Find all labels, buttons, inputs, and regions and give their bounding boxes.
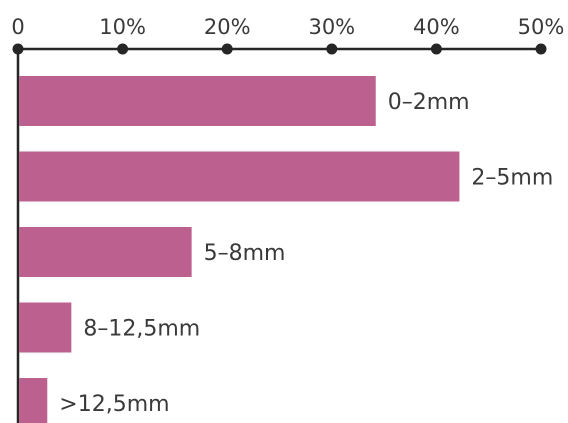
x-tick-label: 10% bbox=[99, 15, 146, 39]
x-tick-label: 0 bbox=[11, 15, 24, 39]
x-tick-dot bbox=[13, 44, 24, 55]
bar bbox=[19, 303, 71, 353]
x-tick-dot bbox=[222, 44, 233, 55]
bar bbox=[19, 152, 459, 202]
x-tick-dot bbox=[536, 44, 547, 55]
bar bbox=[19, 378, 47, 423]
x-tick-dot bbox=[431, 44, 442, 55]
bar-category-label: 8–12,5mm bbox=[83, 317, 200, 342]
x-tick-label: 50% bbox=[518, 15, 565, 39]
x-tick-label: 30% bbox=[308, 15, 355, 39]
bar-category-label: 5–8mm bbox=[204, 241, 286, 266]
bar bbox=[19, 76, 375, 126]
x-tick-dot bbox=[117, 44, 128, 55]
bar-category-label: 2–5mm bbox=[471, 166, 553, 191]
bar-category-label: 0–2mm bbox=[388, 90, 470, 115]
x-tick-label: 40% bbox=[413, 15, 460, 39]
x-tick-label: 20% bbox=[204, 15, 251, 39]
x-tick-dot bbox=[326, 44, 337, 55]
bar-category-label: >12,5mm bbox=[59, 392, 169, 417]
bar bbox=[19, 227, 191, 277]
